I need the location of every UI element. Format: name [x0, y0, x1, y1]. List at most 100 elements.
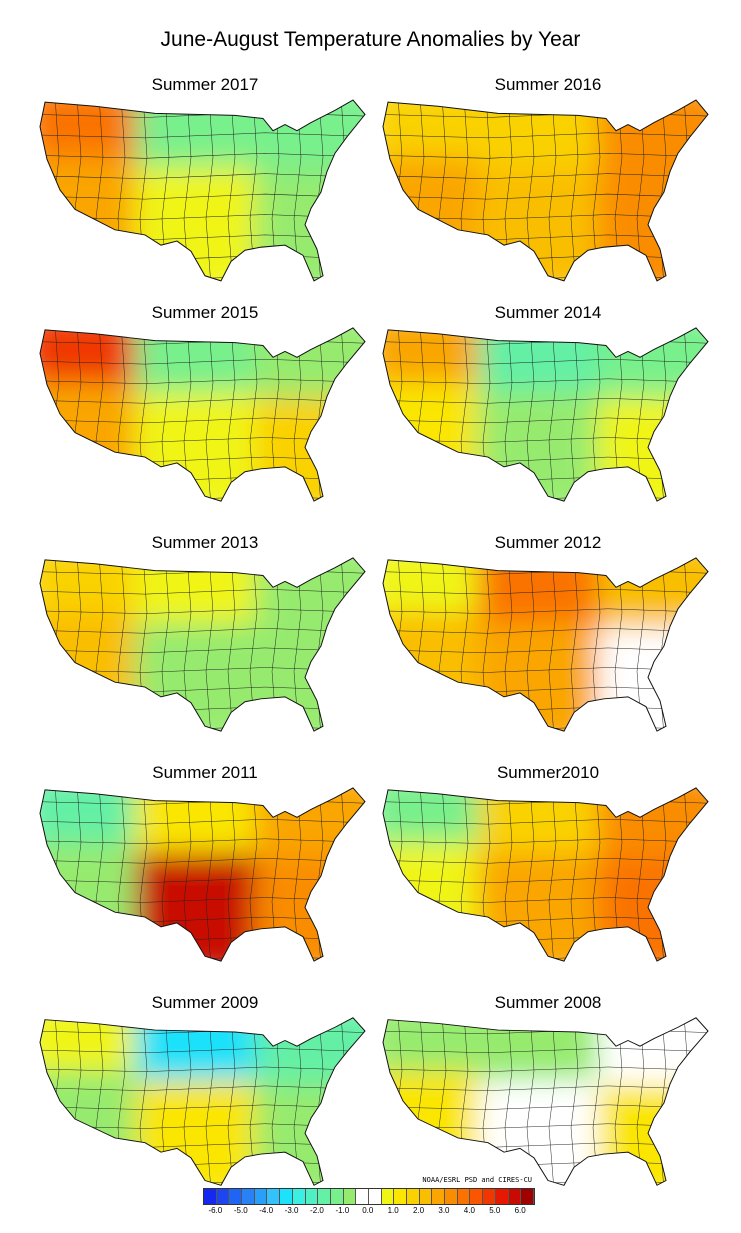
- us-anomaly-map: [382, 99, 709, 282]
- colorbar-tick-label: 4.0: [463, 1206, 475, 1215]
- colorbar-swatch: [508, 1189, 522, 1204]
- division-border: [548, 1017, 557, 1186]
- colorbar-swatch: [483, 1189, 496, 1204]
- map-panel: Summer 2011: [35, 762, 375, 966]
- colorbar-legend: NOAA/ESRL PSD and CIRES-CU -6.0 -5.0 -4.0-…: [200, 1176, 540, 1228]
- division-border: [40, 838, 365, 844]
- division-border: [205, 1017, 214, 1186]
- division-border: [40, 608, 365, 614]
- division-border: [383, 628, 708, 634]
- division-border: [359, 1017, 365, 1186]
- us-anomaly-map: [39, 1017, 366, 1186]
- division-border: [40, 275, 365, 281]
- colorbar-swatch: [432, 1189, 446, 1204]
- colorbar-tick-label: 5.0: [489, 1206, 501, 1215]
- division-border: [702, 1017, 708, 1186]
- division-border: [383, 1066, 708, 1072]
- map-title: Summer 2014: [494, 303, 602, 322]
- division-border: [40, 858, 365, 864]
- division-border: [205, 787, 214, 962]
- division-border: [383, 378, 708, 384]
- colorbar-tick-label: -3.0: [284, 1206, 299, 1215]
- division-border: [40, 378, 365, 384]
- us-anomaly-map: [382, 787, 709, 962]
- us-anomaly-map: [39, 327, 366, 502]
- division-border: [383, 725, 708, 732]
- division-border: [570, 327, 579, 502]
- colorbar-swatch: [204, 1189, 217, 1204]
- colorbar-tick-label: 3.0: [438, 1206, 450, 1215]
- division-border: [205, 100, 214, 281]
- division-border: [359, 787, 365, 962]
- division-border: [702, 100, 708, 281]
- map-title: Summer 2016: [494, 75, 602, 94]
- division-border: [383, 152, 708, 159]
- colorbar-ticks: -6.0 -5.0 -4.0 -3.0 -2.0 -1.0 0.0 1.0 2.0 3.0 4.0 5…: [200, 1206, 540, 1218]
- colorbar-swatch: [254, 1189, 268, 1204]
- division-border: [383, 818, 708, 825]
- map-title: Summer 2012: [494, 533, 602, 552]
- division-border: [227, 327, 236, 502]
- division-border: [383, 132, 708, 139]
- division-border: [383, 1085, 708, 1091]
- division-border: [205, 557, 214, 732]
- colorbar-swatch: [267, 1189, 281, 1204]
- us-anomaly-map: [39, 99, 366, 282]
- map-panel: Summer 2013: [35, 532, 375, 736]
- division-border: [383, 1047, 708, 1054]
- division-border: [40, 725, 365, 732]
- division-border: [40, 495, 365, 502]
- colorbar-swatch: [445, 1189, 458, 1204]
- colorbar-swatch: [407, 1189, 420, 1204]
- division-border: [383, 275, 708, 281]
- division-border: [702, 327, 708, 502]
- colorbar-swatch: [368, 1189, 382, 1204]
- division-border: [40, 588, 365, 595]
- colorbar-swatch: [495, 1189, 509, 1204]
- division-border: [702, 787, 708, 962]
- colorbar-tick-label: -6.0: [208, 1206, 223, 1215]
- division-border: [383, 358, 708, 365]
- division-border: [548, 100, 557, 281]
- division-border: [383, 838, 708, 844]
- colorbar-swatch: [470, 1189, 484, 1204]
- colorbar-swatch: [343, 1189, 357, 1204]
- map-panel: Summer 2009: [35, 992, 375, 1190]
- division-border: [40, 173, 365, 179]
- map-title: Summer 2011: [152, 763, 258, 782]
- map-title: Summer 2009: [151, 993, 259, 1012]
- division-border: [40, 955, 365, 962]
- us-anomaly-map: [382, 1017, 709, 1186]
- division-border: [40, 358, 365, 365]
- division-border: [40, 132, 365, 139]
- division-border: [227, 1017, 236, 1186]
- map-panel: Summer 2008: [378, 992, 718, 1190]
- colorbar-swatch: [356, 1189, 369, 1204]
- colorbar-swatch: [318, 1189, 331, 1204]
- colorbar-boxes: [203, 1188, 535, 1205]
- colorbar-swatch: [394, 1189, 407, 1204]
- us-outline: [39, 787, 366, 962]
- division-border: [227, 557, 236, 732]
- division-border: [40, 1047, 365, 1054]
- colorbar-swatch: [305, 1189, 319, 1204]
- colorbar-swatch: [280, 1189, 293, 1204]
- map-title: Summer 2015: [151, 303, 259, 322]
- map-panel: Summer 2012: [378, 532, 718, 736]
- us-outline: [382, 99, 709, 282]
- us-outline: [382, 1017, 709, 1186]
- division-border: [570, 557, 579, 732]
- division-border: [383, 858, 708, 864]
- division-border: [40, 1085, 365, 1091]
- us-anomaly-map: [382, 557, 709, 732]
- us-anomaly-map: [39, 787, 366, 962]
- division-border: [40, 152, 365, 159]
- colorbar-tick-label: -1.0: [335, 1206, 350, 1215]
- colorbar-tick-label: -5.0: [233, 1206, 248, 1215]
- division-border: [383, 173, 708, 179]
- figure-title: June-August Temperature Anomalies by Yea…: [160, 28, 581, 51]
- colorbar-tick-label: 1.0: [387, 1206, 399, 1215]
- colorbar-tick-label: -4.0: [259, 1206, 274, 1215]
- us-anomaly-map: [382, 327, 709, 502]
- us-outline: [39, 99, 366, 282]
